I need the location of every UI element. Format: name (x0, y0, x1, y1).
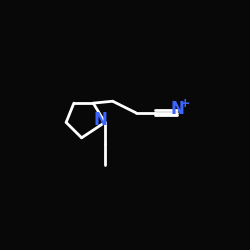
Text: +: + (180, 97, 190, 110)
Text: N: N (170, 100, 184, 118)
Text: N: N (93, 110, 107, 128)
